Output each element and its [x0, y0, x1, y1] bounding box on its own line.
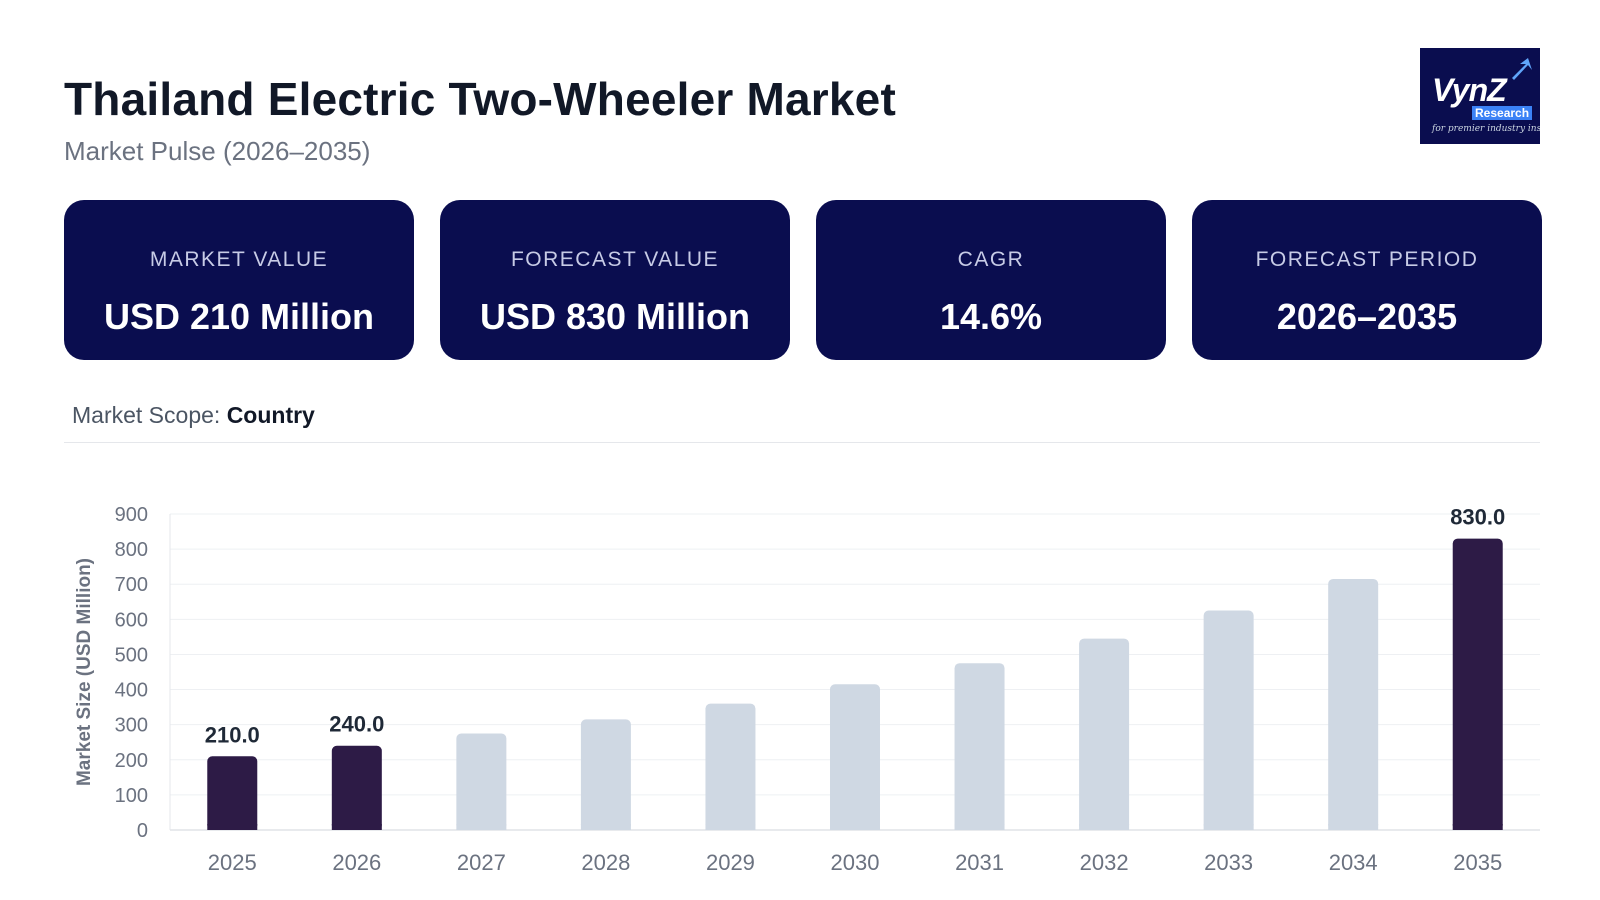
bar-base-2030 — [830, 824, 880, 830]
market-scope-label: Market Scope: — [72, 402, 221, 428]
data-label: 240.0 — [329, 712, 384, 737]
kpi-card-forecast-period: FORECAST PERIOD 2026–2035 — [1192, 200, 1542, 360]
kpi-label: FORECAST PERIOD — [1255, 248, 1479, 271]
kpi-value: 2026–2035 — [1276, 296, 1458, 337]
x-tick-label: 2033 — [1204, 850, 1253, 875]
y-tick-label: 400 — [115, 680, 148, 702]
bar-2034 — [1328, 578, 1379, 830]
kpi-label: CAGR — [957, 248, 1025, 271]
y-tick-label: 0 — [137, 820, 148, 842]
bar-base-2031 — [954, 824, 1005, 830]
bar-base-2029 — [705, 824, 756, 830]
y-tick-label: 200 — [115, 750, 148, 772]
bar-2027 — [456, 733, 507, 830]
kpi-card-cagr: CAGR 14.6% — [816, 200, 1166, 360]
bar-2033 — [1203, 610, 1254, 830]
kpi-value: USD 210 Million — [103, 296, 375, 337]
bar-base-2028 — [580, 824, 631, 830]
y-axis-title: Market Size (USD Million) — [74, 558, 95, 786]
bar-base-2032 — [1079, 824, 1130, 830]
y-tick-label: 900 — [115, 504, 148, 526]
bar-base-2035 — [1452, 824, 1503, 830]
y-tick-label: 700 — [115, 574, 148, 596]
logo-subtext: Research — [1472, 106, 1533, 120]
x-tick-label: 2027 — [457, 850, 506, 875]
bar-base-2034 — [1328, 824, 1379, 830]
y-tick-label: 600 — [115, 609, 148, 631]
bar-2031 — [954, 663, 1005, 830]
bar-2025 — [207, 756, 258, 830]
market-scope: Market Scope: Country — [72, 402, 315, 429]
x-tick-label: 2028 — [581, 850, 630, 875]
bar-2032 — [1079, 638, 1130, 830]
page-title: Thailand Electric Two-Wheeler Market — [64, 73, 896, 125]
x-tick-label: 2025 — [208, 850, 257, 875]
y-tick-label: 300 — [115, 715, 148, 737]
x-tick-label: 2030 — [831, 850, 880, 875]
y-tick-label: 800 — [115, 539, 148, 561]
kpi-label: FORECAST VALUE — [510, 248, 720, 271]
x-tick-label: 2031 — [955, 850, 1004, 875]
kpi-label: MARKET VALUE — [149, 248, 329, 271]
arrow-logo-icon — [1512, 58, 1532, 80]
bar-base-2025 — [207, 824, 258, 830]
y-tick-label: 100 — [115, 785, 148, 807]
brand-logo: VynZ Research for premier industry insig… — [1420, 48, 1540, 144]
kpi-card-market-value: MARKET VALUE USD 210 Million — [64, 200, 414, 360]
x-tick-label: 2035 — [1453, 850, 1502, 875]
x-tick-label: 2029 — [706, 850, 755, 875]
page-subtitle: Market Pulse (2026–2035) — [64, 136, 371, 166]
bar-2026 — [331, 745, 382, 830]
bar-2030 — [830, 684, 880, 830]
logo-tagline: for premier industry insights — [1432, 124, 1540, 134]
kpi-card-forecast-value: FORECAST VALUE USD 830 Million — [440, 200, 790, 360]
logo-wordmark: VynZ — [1432, 72, 1507, 108]
bar-base-2033 — [1203, 824, 1254, 830]
bar-base-2027 — [456, 824, 507, 830]
kpi-value: USD 830 Million — [479, 296, 751, 337]
y-tick-label: 500 — [115, 644, 148, 666]
bar-2028 — [580, 719, 631, 830]
bar-2035 — [1452, 538, 1503, 830]
kpi-value: 14.6% — [939, 296, 1043, 337]
data-label: 210.0 — [205, 722, 260, 747]
section-divider — [64, 442, 1540, 443]
market-scope-value: Country — [226, 402, 315, 428]
x-tick-label: 2034 — [1329, 850, 1378, 875]
x-tick-label: 2032 — [1080, 850, 1129, 875]
bar-base-2026 — [331, 824, 382, 830]
data-label: 830.0 — [1450, 505, 1505, 530]
x-tick-label: 2026 — [332, 850, 381, 875]
bar-2029 — [705, 703, 756, 830]
